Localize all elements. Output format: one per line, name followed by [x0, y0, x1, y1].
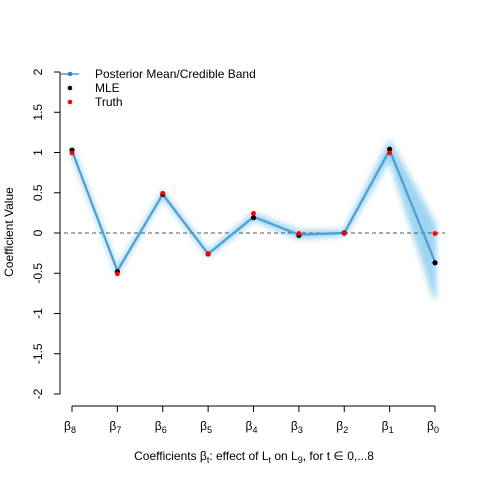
axes-layer: -2 -1.5 -1 -0.5 0 0.5 1 1.5 2 β8 β7 β6 β5 β4 β3 β2 β1 β0 — [31, 68, 439, 435]
mle-point — [250, 215, 257, 221]
truth-point — [205, 251, 211, 257]
y-tick-label: -1.5 — [31, 343, 45, 364]
y-tick-label: 2 — [31, 68, 45, 75]
y-tick-label: 1 — [31, 149, 45, 156]
y-tick-label: -1 — [31, 308, 45, 319]
truth-point — [296, 231, 302, 236]
truth-point — [114, 271, 120, 277]
truth-point — [251, 210, 256, 216]
y-tick-label: 1.5 — [31, 104, 45, 121]
truth-point — [69, 150, 75, 156]
legend-marker — [67, 99, 73, 105]
legend-marker — [67, 71, 73, 77]
y-tick-label: -0.5 — [31, 263, 45, 284]
y-tick-label: 0.5 — [31, 184, 45, 201]
x-tick-label: β7 — [109, 419, 121, 435]
x-tick-label: β4 — [246, 419, 258, 435]
truth-point — [341, 231, 347, 236]
truth-point — [160, 190, 166, 196]
x-tick-label: β0 — [427, 419, 439, 435]
mle-point — [387, 146, 393, 152]
points-layer — [69, 146, 438, 277]
legend-marker — [67, 85, 73, 91]
legend-label: Truth — [95, 95, 123, 109]
x-tick-label: β1 — [382, 419, 394, 435]
truth-point — [432, 231, 438, 236]
y-axis-label: Coefficient Value — [2, 187, 16, 277]
legend-label: MLE — [95, 81, 120, 95]
x-tick-label: β6 — [155, 419, 167, 435]
x-tick-label: β3 — [291, 419, 303, 435]
x-axis-label: Coefficients βt: effect of Lt on L9, for… — [134, 449, 374, 465]
y-tick-label: 0 — [31, 229, 45, 236]
legend-label: Posterior Mean/Credible Band — [95, 67, 256, 81]
x-tick-label: β5 — [200, 419, 212, 435]
mle-point — [432, 260, 438, 266]
x-tick-label: β8 — [64, 419, 76, 435]
truth-point — [387, 150, 393, 156]
x-tick-label: β2 — [336, 419, 348, 435]
y-tick-label: -2 — [31, 388, 45, 399]
